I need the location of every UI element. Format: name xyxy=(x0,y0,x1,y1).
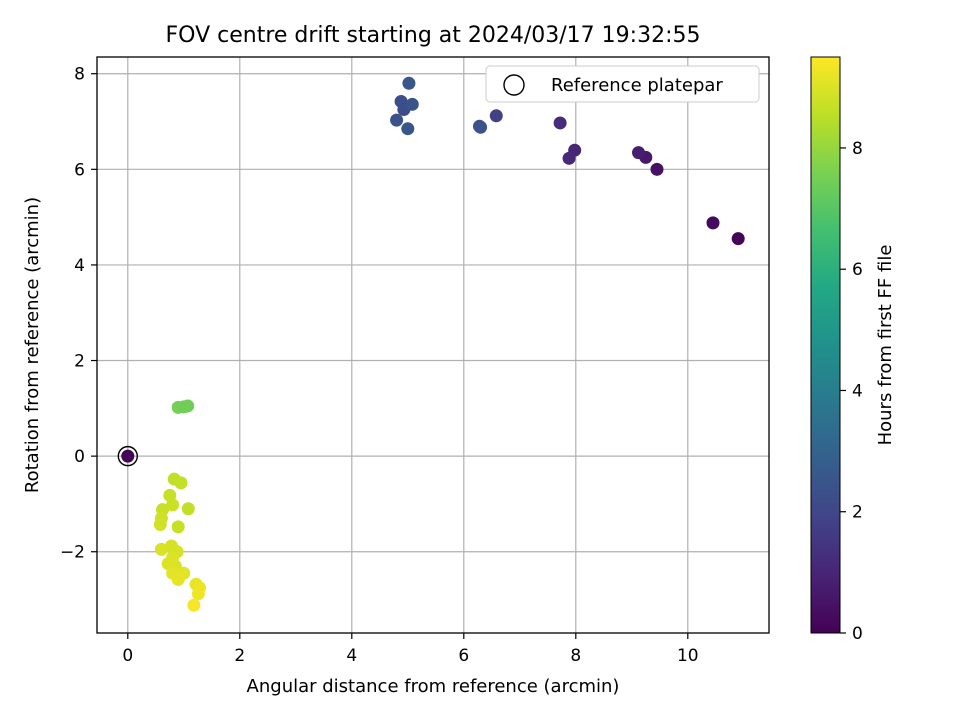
data-point xyxy=(187,598,201,612)
colorbar: 0 2 4 6 8 Hours from first FF file xyxy=(810,56,896,644)
data-point xyxy=(191,587,205,601)
data-point xyxy=(401,122,415,136)
colorbar-label: Hours from first FF file xyxy=(875,245,896,446)
legend: Reference platepar xyxy=(485,65,760,103)
y-axis-label: Rotation from reference (arcmin) xyxy=(22,197,43,493)
legend-marker-reference xyxy=(503,74,525,96)
data-point xyxy=(166,498,180,512)
data-point xyxy=(121,449,135,463)
data-point xyxy=(632,146,646,160)
x-tick-label: 8 xyxy=(570,646,581,666)
data-point xyxy=(174,476,188,490)
data-points xyxy=(117,76,745,612)
colorbar-tick-label: 6 xyxy=(852,260,863,280)
y-tick-label: 2 xyxy=(74,352,85,372)
gridlines xyxy=(97,57,769,633)
data-point xyxy=(562,151,576,165)
chart-title: FOV centre drift starting at 2024/03/17 … xyxy=(166,23,701,48)
y-tick-label: −2 xyxy=(60,543,85,563)
data-point xyxy=(650,162,664,176)
legend-entry-reference: Reference platepar xyxy=(551,75,723,96)
colorbar-tick-label: 4 xyxy=(852,381,863,401)
x-tick-label: 4 xyxy=(346,646,357,666)
data-point xyxy=(154,542,168,556)
y-axis-ticks: −2 0 2 4 6 8 xyxy=(60,65,97,563)
colorbar-tick-label: 0 xyxy=(852,624,863,644)
data-point xyxy=(706,216,720,230)
x-axis-ticks: 0 2 4 6 8 10 xyxy=(122,633,699,666)
data-point xyxy=(153,517,167,531)
x-tick-label: 6 xyxy=(458,646,469,666)
data-point xyxy=(402,76,416,90)
reference-platepar-marker xyxy=(117,445,139,467)
y-tick-label: 6 xyxy=(74,160,85,180)
data-point xyxy=(171,520,185,534)
y-tick-label: 8 xyxy=(74,65,85,85)
data-point xyxy=(405,97,419,111)
data-point xyxy=(472,119,486,133)
x-tick-label: 2 xyxy=(234,646,245,666)
y-tick-label: 4 xyxy=(74,256,85,276)
colorbar-tick-label: 8 xyxy=(852,139,863,159)
data-point xyxy=(489,109,503,123)
y-tick-label: 0 xyxy=(74,447,85,467)
legend-box xyxy=(485,65,760,103)
data-point xyxy=(181,399,195,413)
data-point xyxy=(171,572,185,586)
x-tick-label: 10 xyxy=(677,646,699,666)
colorbar-ticks: 0 2 4 6 8 xyxy=(840,139,863,644)
data-point xyxy=(390,113,404,127)
data-point xyxy=(553,116,567,130)
plot-frame xyxy=(96,56,770,634)
colorbar-tick-label: 2 xyxy=(852,503,863,523)
data-point xyxy=(731,232,745,246)
x-tick-label: 0 xyxy=(122,646,133,666)
colorbar-gradient xyxy=(810,56,841,634)
data-point xyxy=(181,502,195,516)
x-axis-label: Angular distance from reference (arcmin) xyxy=(247,676,620,697)
